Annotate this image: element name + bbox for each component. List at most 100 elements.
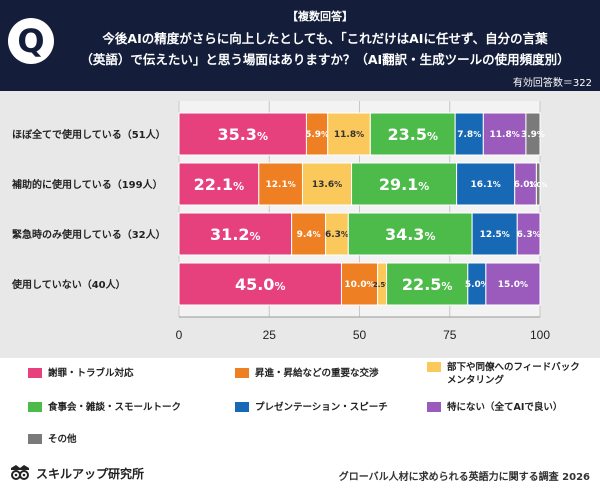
- x-tick-label: 0: [176, 328, 183, 342]
- data-label: 22.5%: [402, 275, 453, 294]
- data-label: 23.5%: [387, 125, 438, 144]
- data-label-unit: %: [533, 230, 541, 239]
- logo-text: スキルアップ研究所: [36, 466, 145, 481]
- category-label: 使用していない（40人）: [11, 278, 126, 291]
- data-label-unit: %: [321, 130, 329, 139]
- legend-item: 特にない（全てAIで良い）: [427, 401, 562, 414]
- data-label-unit: %: [512, 130, 520, 139]
- legend-item: 部下や同僚へのフィードバック メンタリング: [427, 361, 580, 387]
- stacked-bar-chart: ほぼ全てで使用している（51人） 35.3% 5.9% 11.8% 23.5% 7.8% 1…: [11, 101, 550, 342]
- respondent-count: 有効回答数＝322: [512, 78, 592, 89]
- legend-item: 食事会・雑談・スモールトーク: [28, 401, 181, 414]
- data-label: 45.0%: [235, 275, 286, 294]
- legend-label: その他: [48, 434, 77, 445]
- legend-swatch: [235, 368, 249, 378]
- x-tick-label: 100: [530, 328, 550, 342]
- data-label: 6.0%: [514, 180, 538, 190]
- data-label: 1.0%: [529, 181, 547, 189]
- category-label: ほぼ全てで使用している（51人）: [12, 128, 166, 141]
- bar-segment: [178, 212, 293, 256]
- data-label-unit: %: [493, 180, 501, 189]
- data-label: 6.3%: [325, 230, 349, 240]
- legend-swatch: [427, 362, 441, 372]
- legend-label: 食事会・雑談・スモールトーク: [48, 402, 182, 413]
- legend-label: 昇進・昇給などの重要な交渉: [255, 368, 379, 379]
- data-label: 12.5%: [480, 230, 510, 240]
- legend: 謝罪・トラブル対応 昇進・昇給などの重要な交渉 部下や同僚へのフィードバック メンタリ…: [0, 358, 600, 458]
- data-label: 3.9%: [521, 130, 545, 140]
- owl-logo-icon: [11, 465, 29, 480]
- x-tick-label: 75: [443, 328, 457, 342]
- data-label: 7.8%: [457, 130, 481, 140]
- legend-item: プレゼンテーション・スピーチ: [235, 401, 388, 414]
- multiple-answer-tag: 【複数回答】: [287, 10, 353, 23]
- question-text-line-1: 今後AIの精度がさらに向上したとしても、「これだけはAIに任せず、自分の言葉: [102, 31, 548, 46]
- data-label: 6.3%: [517, 230, 541, 240]
- data-label-unit: %: [427, 130, 438, 143]
- survey-title: グローバル人材に求められる英語力に関する調査 2026: [338, 472, 590, 483]
- legend-label: プレゼンテーション・スピーチ: [255, 402, 388, 413]
- data-label: 5.0%: [465, 280, 489, 290]
- data-label: 34.3%: [385, 225, 436, 244]
- data-label: 15.0%: [498, 280, 528, 290]
- x-tick-label: 50: [353, 328, 367, 342]
- bar-segment: [535, 162, 541, 206]
- legend-item: 謝罪・トラブル対応: [28, 367, 134, 380]
- legend-label: 部下や同僚へのフィードバック メンタリング: [447, 362, 580, 386]
- footer: スキルアップ研究所 グローバル人材に求められる英語力に関する調査 2026: [0, 458, 600, 490]
- data-label-unit: %: [356, 130, 364, 139]
- bar-segment: [258, 162, 303, 206]
- bar-segment: [471, 212, 518, 256]
- bar-segment: [516, 212, 541, 256]
- legend-swatch: [427, 402, 441, 412]
- bar-segment: [340, 262, 379, 306]
- bar-segment: [482, 112, 527, 156]
- category-label: 補助的に使用している（199人）: [11, 178, 163, 191]
- data-label-unit: %: [274, 280, 285, 293]
- data-label: 16.1%: [471, 180, 501, 190]
- data-label-unit: %: [257, 130, 268, 143]
- data-label-unit: %: [441, 280, 452, 293]
- bar-segment: [178, 112, 307, 156]
- data-label-unit: %: [334, 180, 342, 189]
- data-label: 12.1%: [266, 180, 296, 190]
- data-label-unit: %: [424, 230, 435, 243]
- x-tick-label: 25: [263, 328, 277, 342]
- bar-segment: [369, 112, 456, 156]
- category-label: 緊急時のみ使用している（32人）: [12, 228, 166, 241]
- data-label: 5.9%: [305, 130, 329, 140]
- bar-segment: [351, 162, 458, 206]
- bar-segment: [327, 112, 371, 156]
- data-label: 9.4%: [297, 230, 321, 240]
- bar-segment: [291, 212, 327, 256]
- bar-segment: [525, 112, 541, 156]
- data-label-unit: %: [481, 280, 489, 289]
- bar-segment: [178, 262, 342, 306]
- data-label-unit: %: [288, 180, 296, 189]
- question-text-line-2: （英語）で伝えたい」と思う場面はありますか？（AI翻訳・生成ツールの使用頻度別）: [80, 52, 570, 67]
- data-label: 22.1%: [194, 175, 245, 194]
- data-label-unit: %: [473, 130, 481, 139]
- data-label-unit: %: [341, 230, 349, 239]
- data-label-unit: %: [313, 230, 321, 239]
- header: Q 【複数回答】 今後AIの精度がさらに向上したとしても、「これだけはAIに任せ…: [0, 0, 600, 91]
- data-label: 31.2%: [210, 225, 261, 244]
- legend-swatch: [28, 434, 42, 444]
- data-label: 29.1%: [379, 175, 430, 194]
- data-label: 10.0%: [344, 280, 374, 290]
- legend-swatch: [235, 402, 249, 412]
- data-label-unit: %: [367, 280, 375, 289]
- question-mark-badge: Q: [8, 18, 54, 64]
- bar-segment: [347, 212, 473, 256]
- data-label-unit: %: [537, 130, 545, 139]
- data-label: 11.8%: [490, 130, 520, 140]
- bar-segment: [386, 262, 469, 306]
- legend-item: 昇進・昇給などの重要な交渉: [235, 367, 379, 380]
- bar-segment: [485, 262, 541, 306]
- data-label-unit: %: [520, 280, 528, 289]
- data-label-unit: %: [233, 180, 244, 193]
- data-label-unit: %: [418, 180, 429, 193]
- legend-item: その他: [28, 433, 77, 446]
- data-label-unit: %: [530, 180, 538, 189]
- data-label-unit: %: [541, 182, 547, 189]
